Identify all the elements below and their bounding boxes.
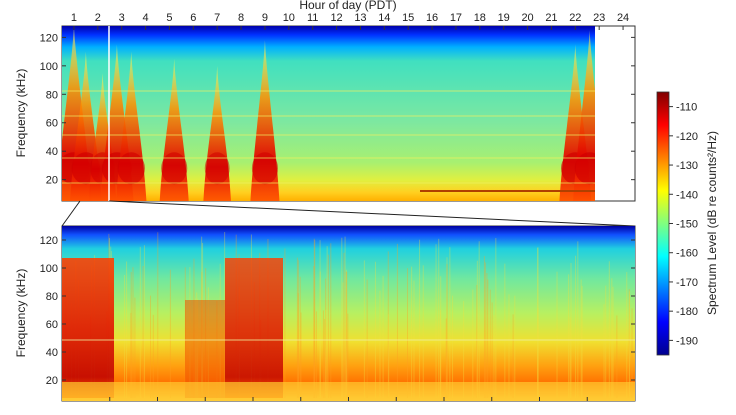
top-y-tick-label: 40 [46, 146, 58, 158]
top-y-tick-label: 20 [46, 175, 58, 187]
event-core [204, 152, 230, 185]
event-core [161, 152, 188, 185]
top-x-tick-label: 5 [166, 12, 172, 24]
top-x-tick-label: 19 [498, 12, 510, 24]
bottom-y-tick-label: 20 [46, 375, 58, 387]
colorbar-tick-label: -140 [676, 189, 698, 201]
top-spectrogram-panel: Hour of day (PDT) 1 2 3 4 5 6 7 8 9 10 11 12 13 14 15 1… [14, 0, 636, 202]
colorbar-label: Spectrum Level (dB re counts²/Hz) [705, 131, 719, 315]
colorbar-tick-label: -110 [676, 102, 697, 114]
top-x-tick-label: 18 [474, 12, 486, 24]
tonal-lines [62, 90, 595, 184]
top-x-tick-label: 15 [402, 12, 414, 24]
top-x-tick-label: 12 [330, 12, 342, 24]
event-core [574, 152, 595, 185]
top-x-tick-label: 24 [617, 12, 629, 24]
top-x-tick-label: 16 [426, 12, 438, 24]
colorbar-tick-label: -130 [676, 160, 698, 172]
bottom-spectrogram-panel: 20 40 60 80 100 120 Frequency (kHz) [14, 225, 636, 402]
colorbar-tick-label: -120 [676, 131, 698, 143]
top-spectrogram-background [62, 26, 595, 201]
colorbar-tick-label: -190 [676, 335, 698, 347]
low-band [62, 382, 635, 401]
top-y-tick-label: 80 [46, 89, 58, 101]
top-x-tick-label: 22 [569, 12, 581, 24]
colorbar-gradient [656, 91, 670, 356]
bottom-y-ticks: 20 40 60 80 100 120 [40, 235, 635, 401]
top-x-tick-label: 14 [378, 12, 390, 24]
top-y-axis-label: Frequency (kHz) [14, 69, 28, 158]
colorbar-tick-label: -170 [676, 277, 698, 289]
bottom-y-tick-label: 100 [40, 263, 58, 275]
top-x-tick-label: 4 [143, 12, 149, 24]
bottom-y-tick-label: 40 [46, 347, 58, 359]
event-zone-mid-rise [185, 300, 225, 398]
bottom-spectrogram-background [62, 226, 635, 401]
top-x-tick-label: 8 [238, 12, 244, 24]
top-x-tick-label: 20 [521, 12, 533, 24]
event-core [117, 152, 145, 185]
top-x-tick-label: 3 [119, 12, 125, 24]
bottom-y-tick-label: 80 [46, 291, 58, 303]
top-x-tick-label: 7 [214, 12, 220, 24]
event-zone-left [62, 258, 114, 398]
top-x-tick-label: 17 [450, 12, 462, 24]
top-y-ticks: 20 40 60 80 100 120 [40, 32, 635, 187]
top-x-tick-label: 6 [190, 12, 196, 24]
colorbar-ticks: -110 -120 -130 -140 -150 -160 -170 -180 -190 [669, 102, 698, 347]
top-x-ticks: 1 2 3 4 5 6 7 8 9 10 11 12 13 14 15 16 17 18 19 20 21 22 23 24 [71, 12, 629, 30]
bottom-y-tick-label: 120 [40, 235, 58, 247]
bottom-y-tick-label: 60 [46, 319, 58, 331]
top-x-tick-label: 21 [545, 12, 557, 24]
top-x-tick-label: 1 [71, 12, 77, 24]
top-y-tick-label: 120 [40, 32, 58, 44]
top-x-tick-label: 13 [354, 12, 366, 24]
top-x-tick-label: 9 [262, 12, 268, 24]
top-x-tick-label: 10 [283, 12, 295, 24]
top-y-tick-label: 60 [46, 118, 58, 130]
top-y-tick-label: 100 [40, 61, 58, 73]
top-x-tick-label: 23 [593, 12, 605, 24]
colorbar-tick-label: -160 [676, 248, 698, 260]
colorbar-tick-label: -180 [676, 306, 698, 318]
top-x-tick-label: 2 [95, 12, 101, 24]
colorbar-tick-label: -150 [676, 219, 698, 231]
event-core [251, 152, 278, 185]
zoom-connector [61, 200, 636, 227]
bottom-y-axis-label: Frequency (kHz) [14, 269, 28, 358]
top-x-tick-label: 11 [307, 12, 318, 24]
top-x-axis-label: Hour of day (PDT) [299, 0, 396, 12]
colorbar: -110 -120 -130 -140 -150 -160 -170 -180 -190 Spe… [656, 91, 719, 356]
event-zone-mid [225, 258, 283, 398]
